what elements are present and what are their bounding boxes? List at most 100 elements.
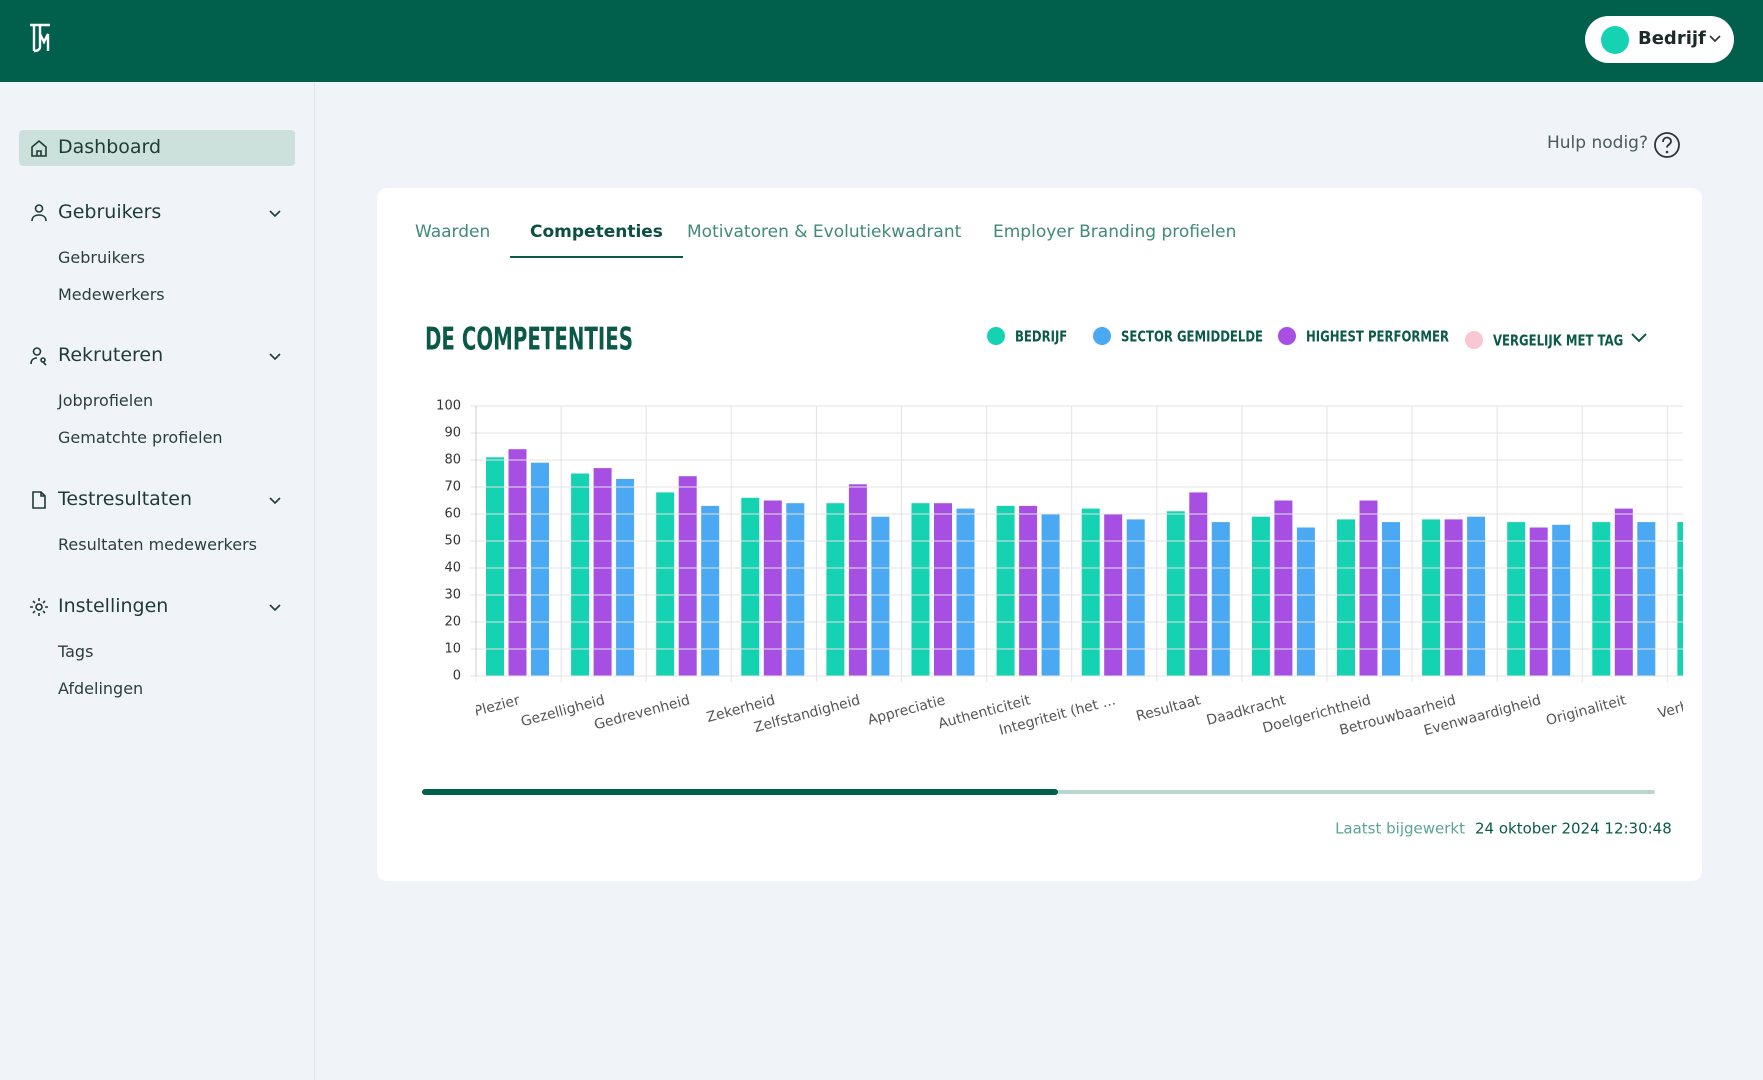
nav-item[interactable]: Dashboard	[58, 136, 162, 158]
y-tick-label: 90	[444, 426, 461, 441]
bar	[1552, 524, 1571, 676]
nav-subitem[interactable]: Resultaten medewerkers	[58, 535, 257, 554]
y-tick-label: 60	[444, 507, 461, 522]
tab[interactable]: Motivatoren & Evolutiekwadrant	[687, 222, 962, 242]
bar	[616, 478, 635, 676]
bar	[486, 457, 504, 676]
nav-subitem[interactable]: Tags	[58, 642, 94, 661]
bar	[678, 476, 697, 676]
bar	[1211, 522, 1230, 676]
nav-chevron[interactable]	[268, 496, 282, 506]
bar	[1359, 500, 1378, 676]
bar	[1274, 500, 1293, 676]
bar	[1337, 519, 1355, 676]
bar	[1467, 516, 1486, 676]
tab[interactable]: Employer Branding profielen	[993, 222, 1237, 242]
legend-label: HIGHEST PERFORMER	[1306, 329, 1450, 346]
nav-subitem[interactable]: Gematchte profielen	[58, 428, 223, 447]
chevron	[1709, 35, 1721, 43]
nav-chevron[interactable]	[268, 352, 282, 362]
x-tick-label: Plezier	[472, 692, 521, 720]
bar	[1126, 519, 1145, 676]
y-tick-label: 20	[444, 615, 461, 630]
x-tick-label: Gedrevenheid	[593, 692, 692, 733]
bar	[763, 500, 782, 676]
bar	[1637, 522, 1656, 676]
nav-subitem[interactable]: Gebruikers	[58, 248, 146, 267]
bar	[741, 497, 760, 676]
nav-item[interactable]: Gebruikers	[58, 201, 162, 223]
bar	[1296, 527, 1315, 676]
bar	[956, 508, 975, 676]
bar	[1507, 522, 1526, 676]
legend-label: BEDRIJF	[1015, 329, 1067, 346]
tab[interactable]: Waarden	[415, 222, 491, 242]
nav-chevron[interactable]	[268, 603, 282, 613]
scroll-thumb[interactable]	[422, 789, 1058, 795]
active-nav-bg	[19, 130, 295, 166]
bar	[826, 503, 845, 676]
nav-item[interactable]: Testresultaten	[58, 488, 192, 510]
nav-subitem[interactable]: Medewerkers	[58, 285, 165, 304]
nav-icon	[31, 204, 47, 222]
bar	[1444, 519, 1463, 676]
legend-dot	[987, 327, 1005, 345]
y-tick-label: 100	[436, 399, 461, 414]
chart-title: DE COMPETENTIES	[425, 322, 633, 358]
account-name: Bedrijf	[1638, 28, 1706, 49]
bar	[996, 505, 1015, 676]
bar	[1081, 508, 1100, 676]
bar	[593, 468, 612, 676]
x-tick-label: Originaliteit	[1544, 692, 1628, 729]
nav-icon	[31, 139, 47, 157]
bar	[656, 492, 675, 676]
compare-dot	[1465, 331, 1483, 349]
nav-subitem[interactable]: Afdelingen	[58, 679, 144, 698]
nav-chevron[interactable]	[268, 209, 282, 219]
nav-icon	[30, 598, 48, 616]
y-tick-label: 30	[444, 588, 461, 603]
bar	[1382, 522, 1400, 676]
x-tick-label: Appreciatie	[866, 692, 947, 728]
nav-item[interactable]: Rekruteren	[58, 344, 164, 366]
y-tick-label: 40	[444, 561, 461, 576]
updated-label: Laatst bijgewerkt	[1335, 820, 1465, 838]
x-tick-label: Resultaat	[1135, 692, 1203, 725]
help-link[interactable]: Hulp nodig?	[1547, 133, 1648, 153]
bar	[1677, 522, 1683, 676]
nav-icon	[30, 347, 47, 366]
bar	[1166, 511, 1185, 676]
bar	[911, 503, 930, 676]
compare-label: VERGELIJK MET TAG	[1493, 333, 1623, 350]
tab[interactable]: Competenties	[530, 222, 663, 242]
bar	[871, 516, 890, 676]
account-menu[interactable]: Bedrijf	[1585, 16, 1734, 63]
bar	[1529, 527, 1548, 676]
nav-subitem[interactable]: Jobprofielen	[58, 391, 154, 410]
bar	[1592, 522, 1611, 676]
y-tick-label: 80	[444, 453, 461, 468]
bar	[508, 449, 527, 676]
help-icon[interactable]	[1653, 131, 1681, 159]
bar	[531, 462, 549, 676]
nav-item[interactable]: Instellingen	[58, 595, 169, 617]
bar	[571, 473, 590, 676]
bar	[701, 505, 720, 676]
nav-icon	[32, 491, 46, 509]
legend-label: SECTOR GEMIDDELDE	[1121, 329, 1263, 346]
compare-chevron[interactable]	[1631, 333, 1647, 343]
bar	[1189, 492, 1208, 676]
logo[interactable]	[28, 22, 52, 54]
y-tick-label: 10	[444, 642, 461, 657]
top-bar: Bedrijf	[0, 0, 1763, 82]
y-tick-label: 70	[444, 480, 461, 495]
updated-value: 24 oktober 2024 12:30:48	[1475, 820, 1672, 838]
x-tick-label: Verbete	[1656, 692, 1713, 722]
sidebar	[0, 82, 315, 1080]
bar	[1614, 508, 1633, 676]
tab-underline	[510, 256, 683, 258]
bar	[786, 503, 805, 676]
